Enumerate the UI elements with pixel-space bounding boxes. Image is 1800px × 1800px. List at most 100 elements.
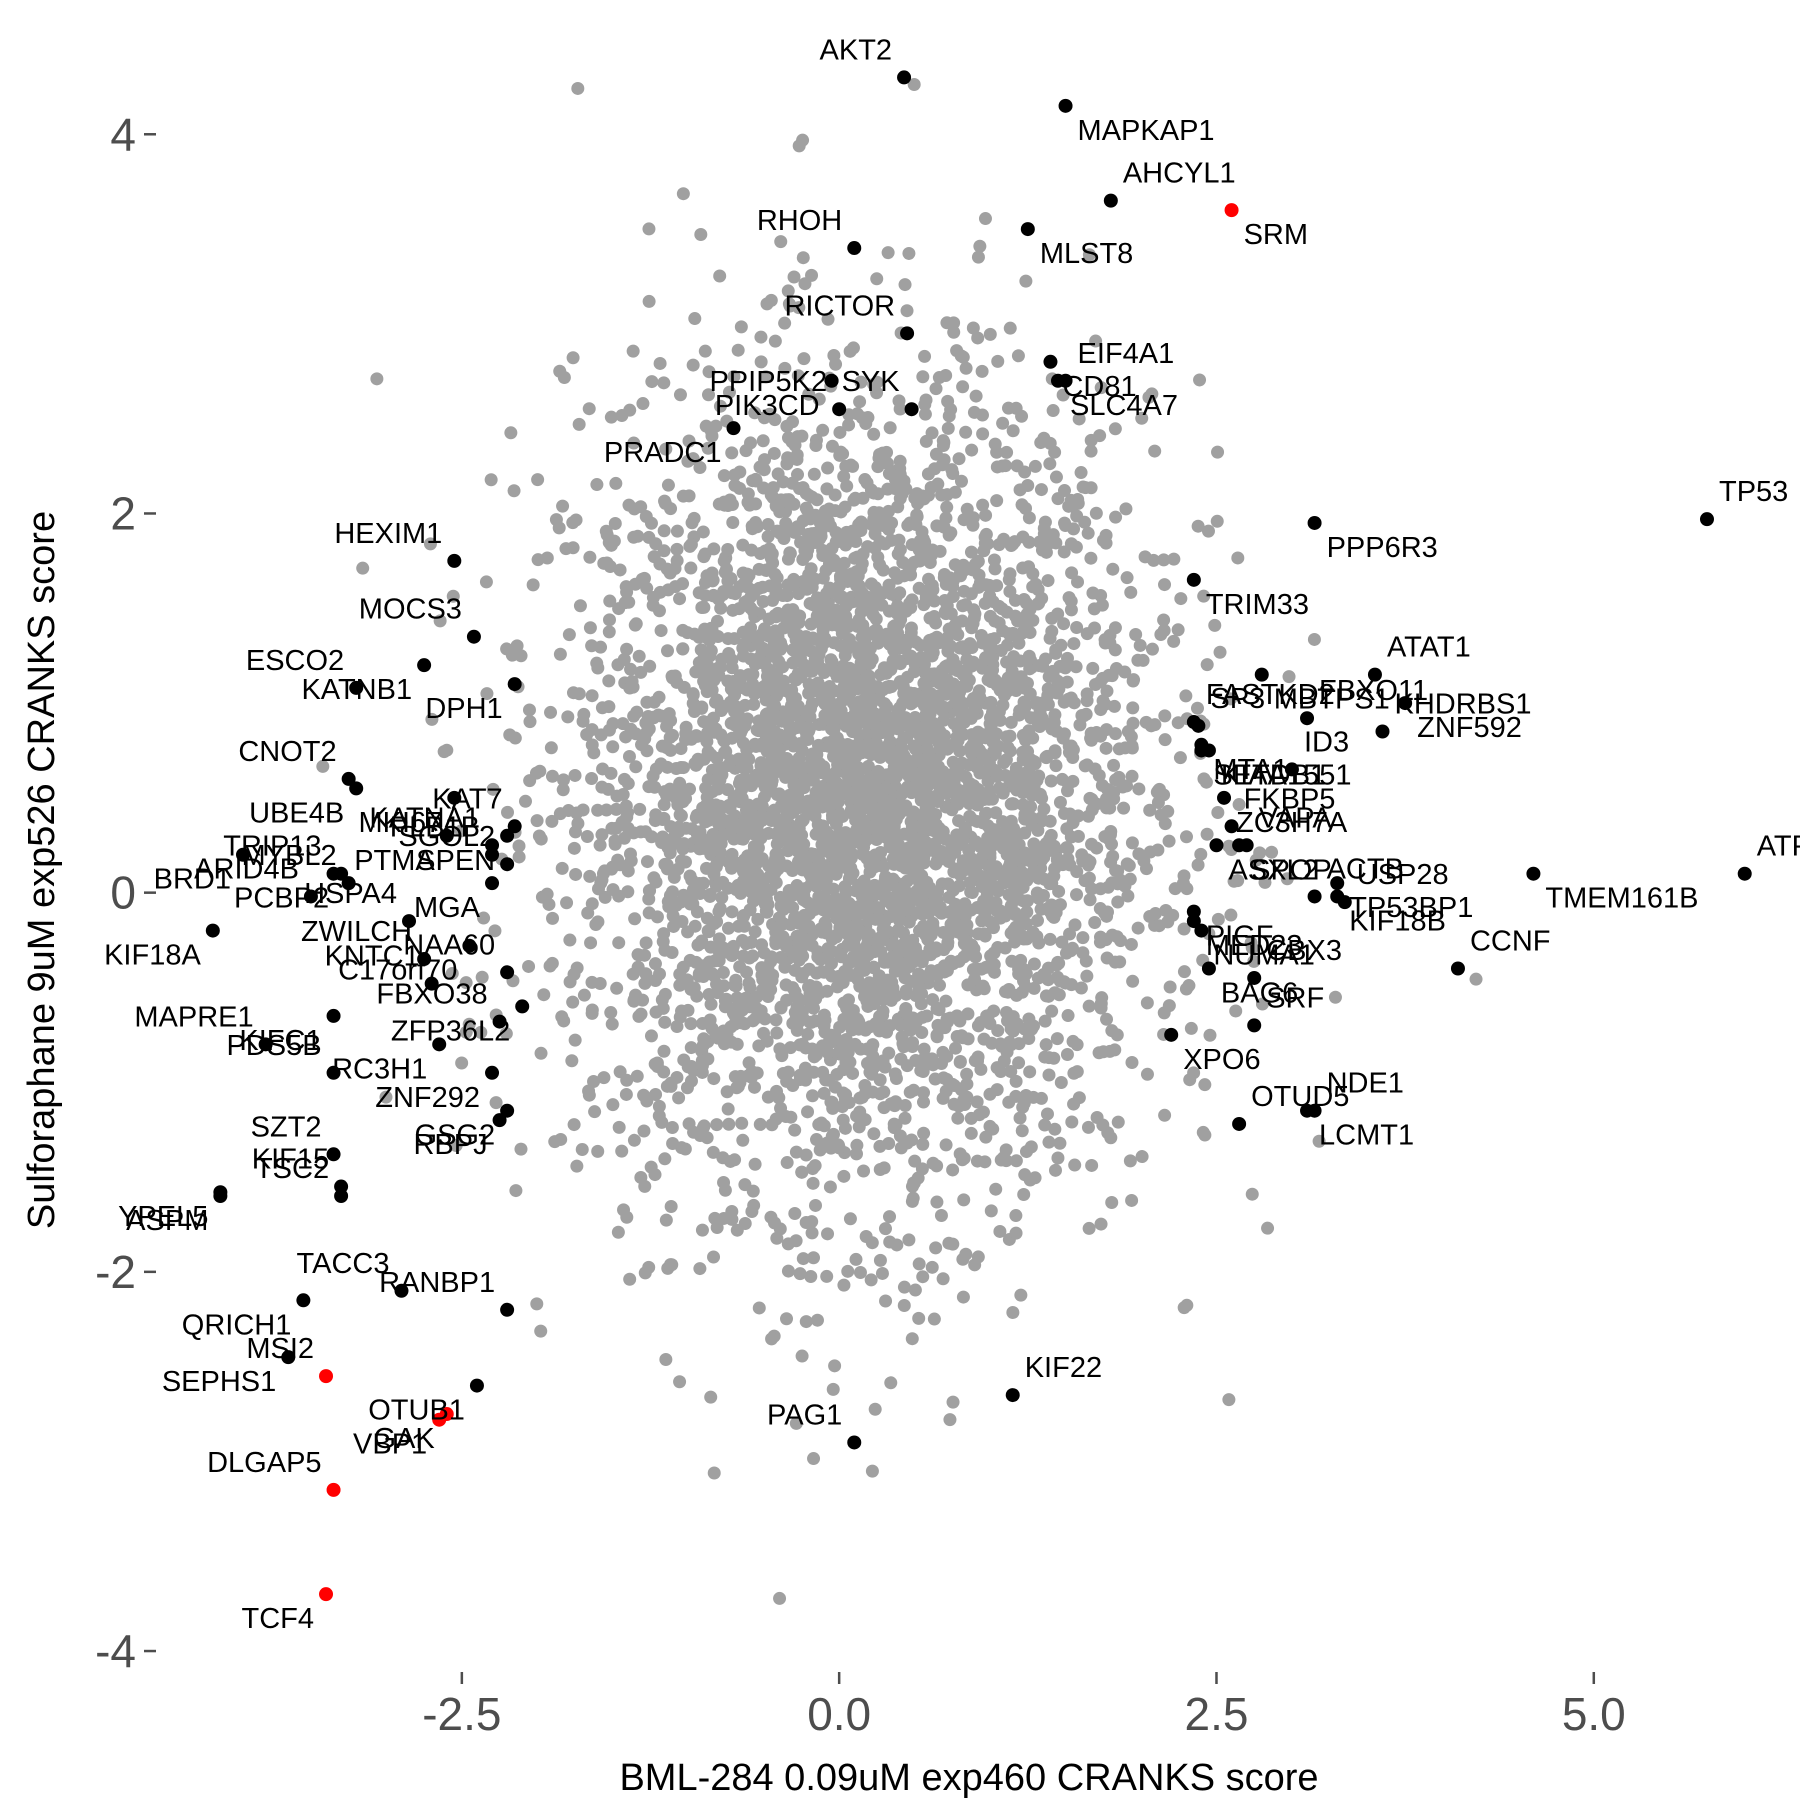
background-point — [881, 482, 895, 496]
background-point — [864, 1273, 878, 1287]
background-point — [1082, 999, 1096, 1013]
background-point — [752, 724, 766, 738]
background-point — [1004, 715, 1018, 729]
background-point — [824, 1035, 838, 1049]
x-tick-label: 2.5 — [1185, 1688, 1249, 1740]
background-point — [609, 476, 623, 490]
background-point — [976, 427, 990, 441]
background-point — [912, 1311, 926, 1325]
point-zc3h7a — [1217, 790, 1232, 805]
background-point — [898, 641, 912, 655]
background-point — [930, 1195, 944, 1209]
background-point — [726, 516, 740, 530]
background-point — [754, 355, 768, 369]
background-point — [871, 938, 885, 952]
background-point — [902, 1233, 916, 1247]
background-point — [1085, 1158, 1099, 1172]
background-point — [662, 707, 676, 721]
background-point — [736, 736, 750, 750]
background-point — [964, 1111, 978, 1125]
background-point — [1003, 584, 1017, 598]
background-point — [821, 739, 835, 753]
background-point — [898, 278, 912, 292]
background-point — [882, 1136, 896, 1150]
background-point — [1076, 480, 1090, 494]
background-point — [1096, 1118, 1110, 1132]
background-point — [926, 1156, 940, 1170]
background-point — [583, 621, 597, 635]
background-point — [892, 946, 906, 960]
background-point — [809, 992, 823, 1006]
background-point — [786, 945, 800, 959]
background-point — [772, 655, 786, 669]
background-point — [831, 758, 845, 772]
background-point — [1000, 1005, 1014, 1019]
background-point — [739, 991, 753, 1005]
point-label-fastkd2: FASTKD2 — [1206, 679, 1335, 711]
background-point — [475, 970, 489, 984]
background-point — [553, 807, 567, 821]
background-point — [1084, 444, 1098, 458]
background-point — [1135, 1150, 1149, 1164]
background-point — [1007, 797, 1021, 811]
background-point — [638, 976, 652, 990]
background-point — [961, 1032, 975, 1046]
background-point — [622, 498, 636, 512]
background-point — [780, 419, 794, 433]
background-point — [993, 1224, 1007, 1238]
background-point — [572, 417, 586, 431]
background-point — [756, 434, 770, 448]
background-point — [1084, 551, 1098, 565]
background-point — [867, 977, 881, 991]
background-point — [1034, 483, 1048, 497]
background-point — [839, 688, 853, 702]
background-point — [1081, 809, 1095, 823]
background-point — [768, 334, 782, 348]
background-point — [804, 1269, 818, 1283]
background-point — [942, 409, 956, 423]
background-point — [576, 803, 590, 817]
background-point — [883, 712, 897, 726]
y-tick-label: 4 — [110, 108, 136, 160]
point-label-ppip5k2: PPIP5K2 — [709, 366, 827, 398]
background-point — [854, 1042, 868, 1056]
background-point — [920, 779, 934, 793]
point-label-sgol2: SGOL2 — [398, 821, 495, 853]
background-point — [833, 425, 847, 439]
background-point — [693, 461, 707, 475]
background-point — [788, 671, 802, 685]
background-point — [836, 670, 850, 684]
background-point — [1125, 739, 1139, 753]
background-point — [955, 1153, 969, 1167]
point-label-katnb1: KATNB1 — [301, 674, 412, 706]
background-point — [1140, 1067, 1154, 1081]
background-point — [789, 1416, 803, 1430]
background-point — [846, 1003, 860, 1017]
background-point — [994, 1065, 1008, 1079]
background-point — [975, 364, 989, 378]
background-point — [797, 658, 811, 672]
background-point — [877, 697, 891, 711]
background-point — [1067, 1066, 1081, 1080]
background-point — [946, 1237, 960, 1251]
background-point — [425, 712, 439, 726]
background-point — [627, 436, 641, 450]
background-point — [423, 537, 437, 551]
background-point — [697, 1032, 711, 1046]
background-point — [824, 559, 838, 573]
point-ppp6r3 — [1307, 515, 1322, 530]
background-point — [870, 375, 884, 389]
background-point — [916, 532, 930, 546]
background-point — [1052, 884, 1066, 898]
background-point — [677, 680, 691, 694]
background-point — [1157, 553, 1171, 567]
background-point — [849, 578, 863, 592]
point-label-pigf: PIGF — [1206, 921, 1274, 953]
background-point — [756, 828, 770, 842]
background-point — [640, 581, 654, 595]
background-point — [1174, 592, 1188, 606]
background-point — [855, 1090, 869, 1104]
background-point — [793, 937, 807, 951]
background-point — [675, 914, 689, 928]
background-point — [917, 1126, 931, 1140]
